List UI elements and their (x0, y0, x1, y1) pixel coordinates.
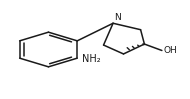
Text: OH: OH (163, 46, 177, 55)
Text: NH₂: NH₂ (82, 54, 101, 64)
Text: N: N (114, 13, 121, 22)
